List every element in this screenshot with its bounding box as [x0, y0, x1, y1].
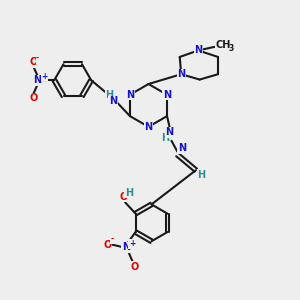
- Text: N: N: [33, 75, 41, 85]
- Text: N: N: [126, 90, 134, 100]
- Text: H: H: [105, 90, 113, 100]
- Text: -: -: [36, 54, 39, 63]
- Text: N: N: [109, 96, 117, 106]
- Text: O: O: [29, 57, 38, 67]
- Text: N: N: [163, 90, 171, 100]
- Text: CH: CH: [216, 40, 231, 50]
- Text: N: N: [145, 122, 153, 132]
- Text: +: +: [129, 239, 135, 248]
- Text: H: H: [124, 188, 133, 198]
- Text: O: O: [119, 192, 128, 202]
- Text: +: +: [41, 72, 47, 81]
- Text: N: N: [165, 128, 173, 137]
- Text: N: N: [178, 143, 186, 153]
- Text: 3: 3: [229, 44, 234, 53]
- Text: H: H: [197, 170, 205, 180]
- Text: O: O: [103, 239, 111, 250]
- Text: N: N: [122, 242, 130, 253]
- Text: O: O: [131, 262, 139, 272]
- Text: O: O: [29, 93, 38, 103]
- Text: H: H: [161, 133, 169, 143]
- Text: N: N: [194, 45, 202, 56]
- Text: N: N: [177, 69, 185, 79]
- Text: -: -: [110, 235, 113, 244]
